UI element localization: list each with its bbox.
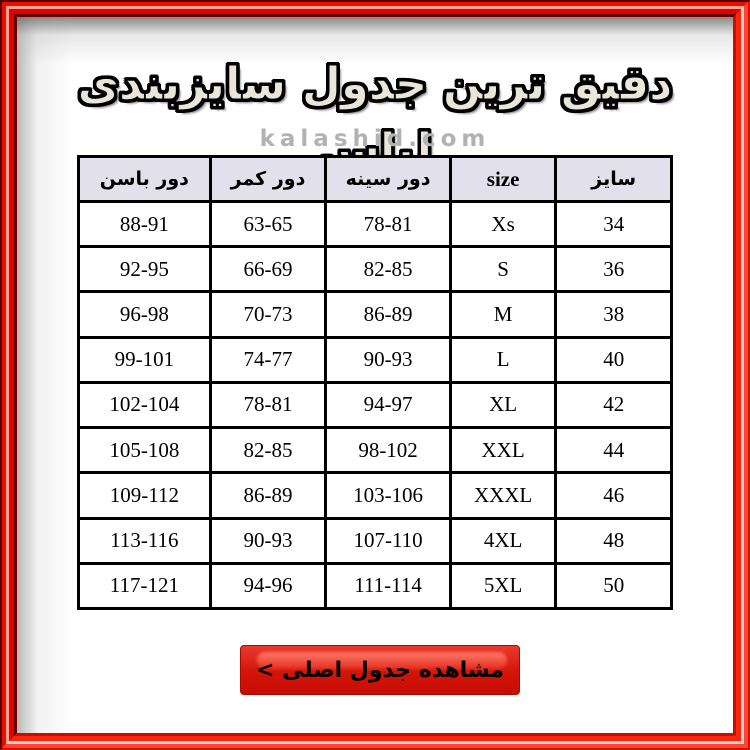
- table-cell: 98-102: [324, 426, 452, 475]
- table-cell: 4XL: [448, 516, 558, 565]
- column-header: size: [448, 155, 558, 203]
- table-cell: 63-65: [208, 199, 328, 249]
- table-cell: XXL: [448, 426, 558, 475]
- table-cell: 78-81: [324, 199, 452, 249]
- table-cell: 94-97: [324, 380, 452, 430]
- table-cell: 90-93: [208, 516, 328, 565]
- table-cell: 105-108: [77, 426, 212, 475]
- frame-border-inner: دقیق ترین جدول سایزبندی لباس kalashid.co…: [14, 14, 736, 736]
- table-cell: L: [448, 335, 558, 384]
- table-row: 46 XXXL 103-106 86-89 109-112: [77, 471, 673, 520]
- table-cell: 117-121: [77, 561, 212, 611]
- table-cell: 109-112: [77, 471, 212, 520]
- content-area: دقیق ترین جدول سایزبندی لباس kalashid.co…: [17, 17, 733, 733]
- table-row: 34 Xs 78-81 63-65 88-91: [77, 199, 673, 249]
- table-cell: 111-114: [324, 561, 452, 611]
- table-cell: 66-69: [208, 245, 328, 294]
- table-row: 42 XL 94-97 78-81 102-104: [77, 380, 673, 430]
- watermark: kalashid.com: [259, 126, 491, 152]
- size-table: سایز size دور سینه دور کمر دور باسن 34 Xs 78-8…: [77, 155, 673, 611]
- table-cell: 46: [554, 471, 673, 520]
- table-cell: 88-91: [77, 199, 212, 249]
- header-row: سایز size دور سینه دور کمر دور باسن: [77, 155, 673, 203]
- table-cell: 99-101: [77, 335, 212, 384]
- table-cell: XL: [448, 380, 558, 430]
- table-cell: 96-98: [77, 290, 212, 339]
- table-cell: 5XL: [448, 561, 558, 611]
- frame-border: دقیق ترین جدول سایزبندی لباس kalashid.co…: [9, 9, 741, 741]
- table-cell: 82-85: [208, 426, 328, 475]
- table-cell: 94-96: [208, 561, 328, 611]
- table-cell: 103-106: [324, 471, 452, 520]
- table-row: 50 5XL 111-114 94-96 117-121: [77, 561, 673, 611]
- table-row: 38 M 86-89 70-73 96-98: [77, 290, 673, 339]
- table-cell: 50: [554, 561, 673, 611]
- size-table-body: 34 Xs 78-81 63-65 88-91 36 S 82-85 66-69 92-95 38 M…: [77, 199, 673, 611]
- view-original-table-button[interactable]: مشاهده جدول اصلی >: [240, 645, 520, 695]
- table-row: 40 L 90-93 74-77 99-101: [77, 335, 673, 384]
- table-cell: Xs: [448, 199, 558, 249]
- table-cell: 34: [554, 199, 673, 249]
- table-cell: 42: [554, 380, 673, 430]
- table-cell: 44: [554, 426, 673, 475]
- table-cell: S: [448, 245, 558, 294]
- table-cell: M: [448, 290, 558, 339]
- table-cell: 92-95: [77, 245, 212, 294]
- table-cell: 38: [554, 290, 673, 339]
- table-cell: 86-89: [324, 290, 452, 339]
- table-cell: 40: [554, 335, 673, 384]
- table-cell: 107-110: [324, 516, 452, 565]
- table-cell: 113-116: [77, 516, 212, 565]
- column-header: سایز: [554, 155, 673, 203]
- button-label: مشاهده جدول اصلی >: [256, 657, 504, 683]
- table-cell: 78-81: [208, 380, 328, 430]
- column-header: دور باسن: [77, 155, 212, 203]
- page-title: دقیق ترین جدول سایزبندی لباس: [77, 57, 673, 177]
- table-cell: 36: [554, 245, 673, 294]
- table-cell: 70-73: [208, 290, 328, 339]
- size-table-header: سایز size دور سینه دور کمر دور باسن: [77, 155, 673, 203]
- table-cell: 48: [554, 516, 673, 565]
- column-header: دور سینه: [324, 155, 452, 203]
- table-row: 36 S 82-85 66-69 92-95: [77, 245, 673, 294]
- table-cell: 102-104: [77, 380, 212, 430]
- table-cell: 82-85: [324, 245, 452, 294]
- frame-border-highlight: دقیق ترین جدول سایزبندی لباس kalashid.co…: [6, 6, 744, 744]
- table-row: 48 4XL 107-110 90-93 113-116: [77, 516, 673, 565]
- table-cell: 74-77: [208, 335, 328, 384]
- column-header: دور کمر: [208, 155, 328, 203]
- table-row: 44 XXL 98-102 82-85 105-108: [77, 426, 673, 475]
- table-cell: 86-89: [208, 471, 328, 520]
- table-cell: XXXL: [448, 471, 558, 520]
- table-cell: 90-93: [324, 335, 452, 384]
